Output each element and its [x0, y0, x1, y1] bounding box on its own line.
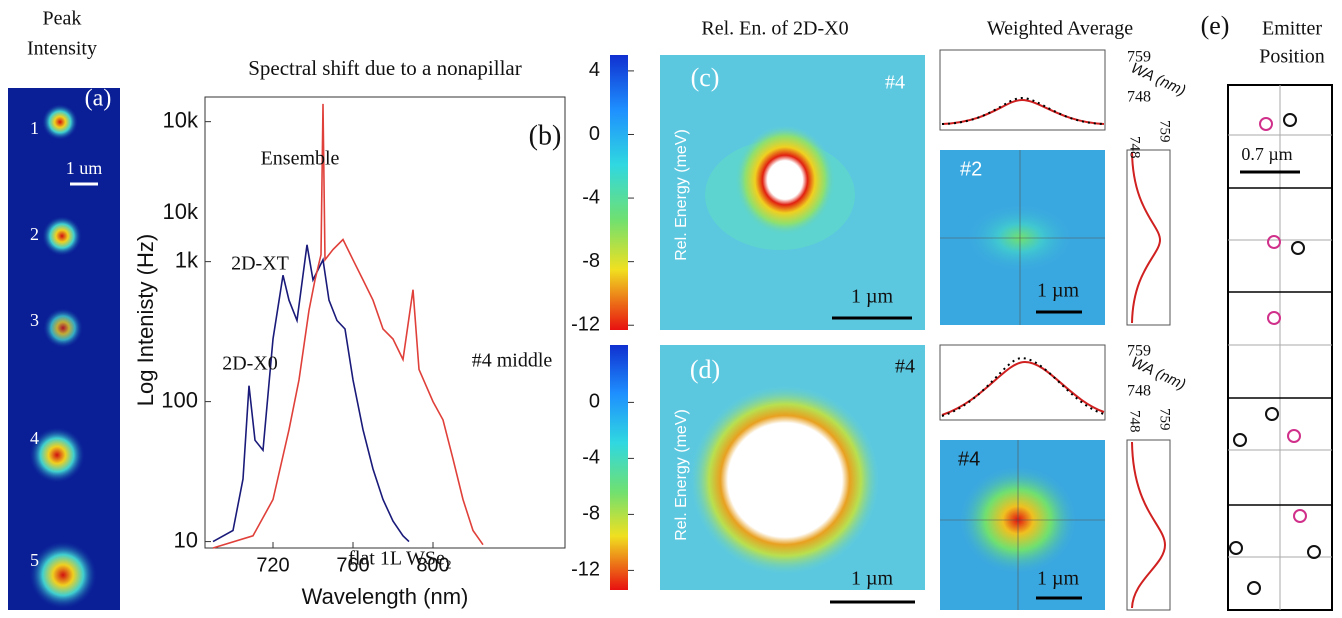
emitter-spot: [42, 216, 82, 256]
sample-id: #4: [895, 356, 915, 378]
colorbar-tick-label: 0: [589, 123, 600, 145]
axis-tick-label: 759: [1157, 408, 1173, 431]
axis-tick-label: 748: [1127, 383, 1151, 400]
colorbar-tick-label: -12: [571, 314, 600, 336]
x-tick-label: 720: [256, 554, 289, 576]
fit-curve: [941, 360, 1105, 416]
axis-tick-label: 759: [1127, 49, 1151, 66]
series-label: flat 1L WSe₂: [348, 548, 452, 570]
panel-title: Peak: [43, 8, 82, 30]
y-axis-label: Log Intenisty (Hz): [133, 234, 158, 406]
colorbar-tick-label: -4: [582, 186, 600, 208]
axis-tick-label: 748: [1127, 410, 1143, 433]
panel-a: Peak Intensity (a) 1 um 1 2 3 4 5: [8, 8, 120, 610]
x-tick-label: 800: [416, 554, 449, 576]
sample-id: #2: [960, 158, 982, 180]
sample-id: #4: [958, 448, 980, 470]
intensity-map: [8, 88, 120, 610]
sample-id: #4: [885, 72, 905, 94]
scale-label: 1 µm: [1037, 568, 1080, 590]
annotation: 2D-XT: [231, 253, 289, 275]
emitter-number: 2: [30, 224, 39, 244]
panel-e: (e) Emitter Position 0.7 µm: [1201, 11, 1333, 611]
y-tick-label: 100: [161, 387, 198, 412]
colorbar-tick-label: 0: [589, 391, 600, 413]
axis-tick-label: 748: [1127, 89, 1151, 106]
panel-title: Position: [1259, 46, 1325, 68]
data-points: [941, 356, 1105, 417]
plot-frame: [1126, 439, 1171, 611]
panel-title: Rel. En. of 2D-X0: [701, 18, 848, 40]
axis-tick-label: 748: [1127, 136, 1143, 159]
panel-label: (a): [85, 86, 112, 112]
colorbar-tick-label: -8: [582, 250, 600, 272]
x-axis-label: Wavelength (nm): [302, 584, 469, 609]
chart-title: Spectral shift due to a nonapillar: [248, 56, 522, 80]
panel-b: Spectral shift due to a nonapillar (b) W…: [133, 56, 566, 609]
scale-label: 1 µm: [851, 568, 894, 590]
emitter-spot: [43, 308, 83, 348]
fit-curve: [1131, 441, 1167, 609]
data-points: [941, 96, 1105, 125]
emitter-number: 3: [30, 310, 39, 330]
plot-frame: [1126, 149, 1171, 326]
annotation: 2D-X0: [222, 353, 278, 375]
emitter-markers: [1229, 113, 1321, 595]
y-tick-label: 10k: [163, 199, 199, 224]
y-tick-label: 10k: [163, 107, 199, 132]
spectrum-line: [212, 244, 410, 543]
colorbar-tick-label: -4: [582, 447, 600, 469]
y-tick-label: 10: [174, 527, 198, 552]
plot-frame: [939, 344, 1106, 421]
scale-label: 1 um: [66, 158, 103, 178]
colorbar-tick-label: -12: [571, 559, 600, 581]
panel-title: Emitter: [1262, 18, 1322, 40]
panel-title: Intensity: [27, 38, 97, 60]
panel-title: Weighted Average: [987, 18, 1133, 40]
axis-tick-label: 759: [1127, 343, 1151, 360]
panel-label: (d): [690, 355, 720, 384]
map-hotspot: [735, 125, 835, 235]
colorbar-tick-label: 4: [589, 59, 600, 81]
colorbar: [610, 55, 628, 330]
plot-frame: [939, 49, 1106, 131]
map-hotspot: [690, 385, 880, 575]
colorbar: [610, 345, 628, 590]
emitter-number: 5: [30, 550, 39, 570]
axis-tick-label: 759: [1157, 120, 1173, 143]
emitter-spot: [29, 541, 97, 609]
panel-label: (c): [691, 63, 720, 92]
scale-label: 1 µm: [851, 286, 894, 308]
fit-curve: [941, 98, 1105, 125]
emitter-spot: [29, 427, 85, 483]
scale-label: 0.7 µm: [1241, 144, 1292, 164]
colorbar-label: Rel. Energy (meV): [673, 409, 690, 541]
scale-label: 1 µm: [1037, 280, 1080, 302]
y-tick-label: 1k: [175, 247, 199, 272]
plot-frame: [204, 96, 566, 549]
fit-curve: [1131, 151, 1162, 324]
emitter-number: 1: [30, 118, 39, 138]
colorbar-tick-label: -8: [582, 503, 600, 525]
emitter-number: 4: [30, 428, 39, 448]
panel-c: Rel. En. of 2D-X0 Rel. Energy (meV) (c) …: [610, 18, 925, 330]
x-tick-label: 760: [336, 554, 369, 576]
panel-label: (e): [1201, 11, 1230, 40]
series-label: #4 middle: [472, 350, 553, 372]
annotation: Ensemble: [261, 148, 340, 170]
colorbar-label: Rel. Energy (meV): [673, 129, 690, 261]
weighted-average: Weighted Average 759 748 WA (nm) #2 1 µm…: [939, 18, 1188, 611]
spectrum-line: [212, 103, 484, 549]
panel-d: Rel. Energy (meV) (d) #4 1 µm: [610, 345, 925, 604]
emitter-spot: [42, 104, 78, 140]
panel-label: (b): [529, 120, 562, 151]
